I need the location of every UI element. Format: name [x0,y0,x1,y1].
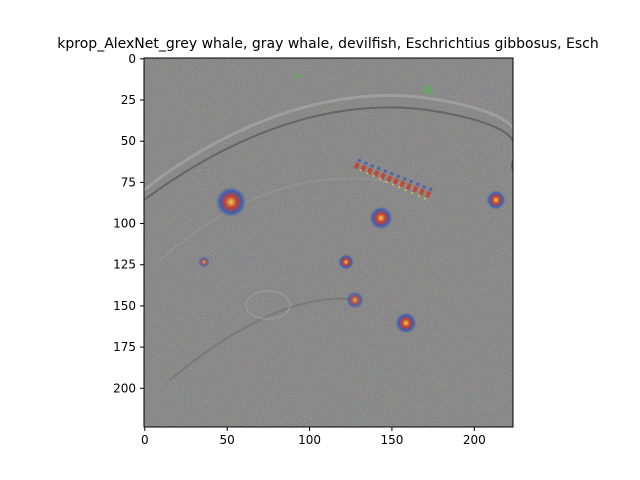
y-tick-label: 100 [113,217,136,231]
y-tick-label: 150 [113,299,136,313]
y-tick-label: 0 [128,52,136,66]
x-tick-label: 150 [380,433,403,447]
x-tick-label: 200 [463,433,486,447]
y-tick-label: 125 [113,258,136,272]
x-tick-label: 50 [220,433,235,447]
y-tick-label: 50 [121,134,136,148]
x-tick-label: 0 [141,433,149,447]
axes-frame [143,57,514,428]
y-axis: 0 25 50 75 100 125 150 175 200 [113,52,144,395]
y-tick-label: 175 [113,340,136,354]
plot-title: kprop_AlexNet_grey whale, gray whale, de… [57,36,599,52]
x-tick-label: 100 [298,433,321,447]
saliency-image [144,58,513,427]
y-tick-label: 25 [121,93,136,107]
x-axis: 0 50 100 150 200 [141,427,486,447]
y-tick-label: 200 [113,381,136,395]
y-tick-label: 75 [121,175,136,189]
